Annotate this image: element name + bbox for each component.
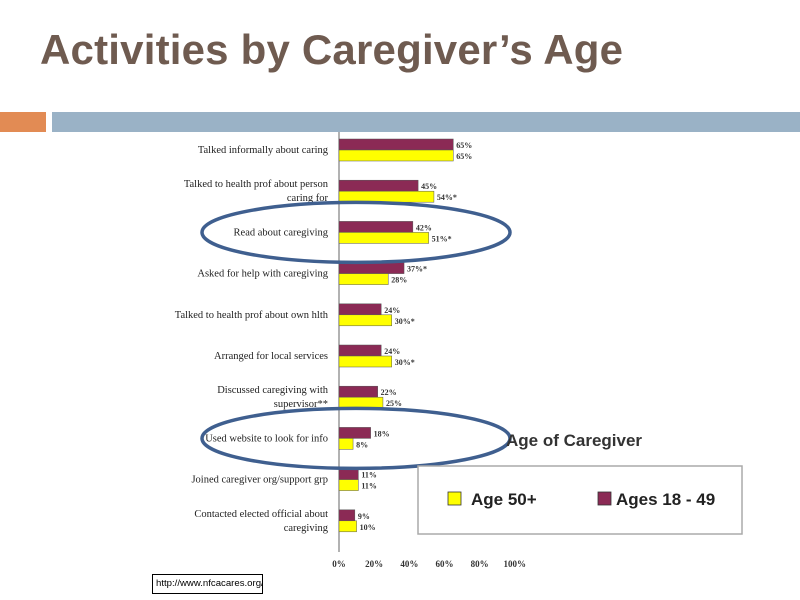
value-label-18-49-2: 42% xyxy=(416,223,432,232)
legend-swatch-50-plus xyxy=(447,491,462,506)
category-label-0: Talked informally about caring xyxy=(198,145,329,156)
category-label-1-line-0: Talked to health prof about person xyxy=(184,179,329,190)
value-label-50-plus-0: 65% xyxy=(456,152,472,161)
value-label-50-plus-3: 28% xyxy=(391,276,407,285)
source-link[interactable]: http://www.nfcacares.org/pdfs/AARPSurvey… xyxy=(152,574,263,594)
value-label-18-49-6: 22% xyxy=(381,388,397,397)
bar-50-plus-6 xyxy=(338,396,384,409)
category-label-6-line-1: supervisor** xyxy=(274,399,328,410)
category-label-8: Joined caregiver org/support grp xyxy=(191,475,328,486)
category-label-4: Talked to health prof about own hlth xyxy=(175,310,329,321)
bar-50-plus-1 xyxy=(338,190,435,203)
value-label-50-plus-5: 30%* xyxy=(395,358,415,367)
bar-50-plus-7 xyxy=(338,438,354,450)
category-label-3: Asked for help with caregiving xyxy=(197,269,328,280)
bar-18-49-2 xyxy=(338,221,414,233)
bar-18-49-9 xyxy=(338,509,356,522)
value-label-18-49-3: 37%* xyxy=(407,265,427,274)
value-label-18-49-7: 18% xyxy=(374,429,390,438)
legend-title: Age of Caregiver xyxy=(506,431,642,450)
category-label-1-line-1: caring for xyxy=(287,193,329,204)
bars-group: 65% 65% 45%54%* 42%51%* 37%*28% 24% 30%* 24% 30%… xyxy=(338,138,472,533)
value-label-18-49-4: 24% xyxy=(384,306,400,315)
bar-50-plus-3 xyxy=(338,273,389,285)
value-label-50-plus-4: 30%* xyxy=(395,317,415,326)
highlight-ellipse-1 xyxy=(200,406,512,471)
bar-50-plus-5 xyxy=(338,355,392,368)
category-label-5: Arranged for local services xyxy=(214,351,328,362)
slide-title: Activities by Caregiver’s Age xyxy=(40,26,624,73)
category-label-9-line-1: caregiving xyxy=(284,523,329,534)
x-tick-label-0: 0% xyxy=(332,559,346,569)
category-label-7: Used website to look for info xyxy=(205,433,328,444)
x-tick-label-2: 40% xyxy=(400,559,418,569)
value-label-18-49-9: 9% xyxy=(358,512,370,521)
bar-50-plus-9 xyxy=(338,520,357,533)
x-tick-label-5: 100% xyxy=(504,559,527,569)
category-label-6-line-0: Discussed caregiving with xyxy=(217,385,329,396)
category-label-2: Read about caregiving xyxy=(234,227,329,238)
legend: Age of Caregiver Age 50+ Ages 18 - 49 xyxy=(417,431,743,535)
bar-18-49-4 xyxy=(338,303,382,316)
category-label-9-line-0: Contacted elected official about xyxy=(194,509,328,520)
legend-box xyxy=(417,465,743,535)
bar-50-plus-0 xyxy=(338,149,454,162)
x-ticks-group: 0% 20% 40% 60% 80% 100% xyxy=(332,559,526,569)
category-labels-group: Talked informally about caring Talked to … xyxy=(175,145,329,534)
value-label-50-plus-1: 54%* xyxy=(437,193,457,202)
bar-18-49-7 xyxy=(338,427,371,439)
x-tick-label-3: 60% xyxy=(435,559,453,569)
highlight-ellipses-group xyxy=(200,200,512,471)
legend-swatch-18-49 xyxy=(597,491,612,506)
accent-bar-blue xyxy=(52,112,800,132)
legend-label-50-plus: Age 50+ xyxy=(471,490,537,509)
value-label-18-49-1: 45% xyxy=(421,182,437,191)
highlight-ellipse-0 xyxy=(200,200,512,265)
value-label-18-49-0: 65% xyxy=(456,141,472,150)
bar-18-49-6 xyxy=(338,385,378,398)
value-label-18-49-5: 24% xyxy=(384,347,400,356)
value-label-50-plus-8: 11% xyxy=(361,482,377,491)
legend-label-18-49: Ages 18 - 49 xyxy=(616,490,715,509)
value-label-50-plus-6: 25% xyxy=(386,399,402,408)
value-label-18-49-8: 11% xyxy=(361,471,377,480)
bar-18-49-3 xyxy=(338,262,405,274)
bar-18-49-8 xyxy=(338,468,359,480)
x-tick-label-1: 20% xyxy=(365,559,383,569)
value-label-50-plus-9: 10% xyxy=(360,523,376,532)
bar-18-49-5 xyxy=(338,344,382,357)
accent-bar-orange xyxy=(0,112,46,132)
x-tick-label-4: 80% xyxy=(471,559,489,569)
bar-50-plus-4 xyxy=(338,314,392,327)
bar-50-plus-2 xyxy=(338,232,429,244)
bar-50-plus-8 xyxy=(338,479,359,491)
bar-18-49-1 xyxy=(338,179,419,192)
value-label-50-plus-7: 8% xyxy=(356,440,368,449)
value-label-50-plus-2: 51%* xyxy=(432,234,452,243)
bar-18-49-0 xyxy=(338,138,454,151)
